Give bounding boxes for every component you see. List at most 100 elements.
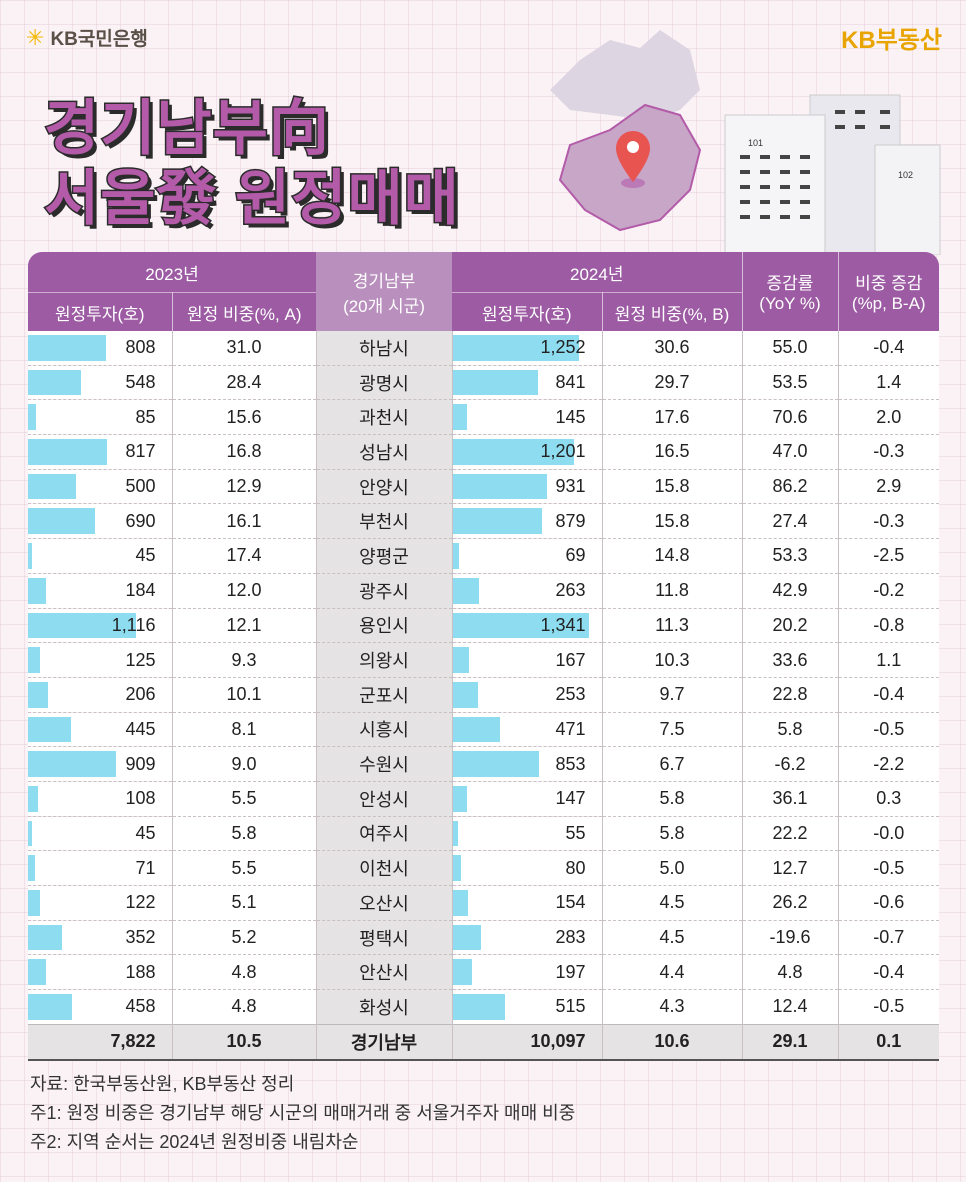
table-row: 352 5.2 평택시 283 4.5 -19.6 -0.7: [28, 920, 939, 956]
share-2023-cell: 28.4: [171, 365, 316, 401]
invest-2023-cell: 125: [28, 642, 172, 678]
kb-realestate-logo: KB부동산: [841, 27, 942, 54]
invest-2024-bar: [452, 612, 589, 639]
yoy-cell: 22.2: [741, 816, 838, 852]
yoy-cell: 4.8: [741, 954, 838, 991]
share-2023-cell: 12.0: [171, 573, 316, 609]
region-cell: 시흥시: [315, 712, 452, 748]
total-share-2024: 10.6: [601, 1023, 742, 1061]
invest-2023-cell: 188: [28, 954, 172, 991]
share-diff-cell: 1.4: [837, 365, 939, 401]
share-2024-cell: 5.8: [601, 816, 742, 852]
share-2024-cell: 17.6: [601, 399, 742, 436]
total-yoy: 29.1: [741, 1023, 838, 1061]
share-diff-cell: 2.0: [837, 399, 939, 436]
share-2024-cell: 15.8: [601, 469, 742, 505]
region-cell: 안성시: [315, 781, 452, 817]
table-row: 108 5.5 안성시 147 5.8 36.1 0.3: [28, 781, 939, 817]
table-row: 817 16.8 성남시 1,201 16.5 47.0 -0.3: [28, 434, 939, 470]
total-region: 경기남부: [315, 1023, 452, 1061]
invest-2024-cell: 471: [451, 712, 602, 748]
region-cell: 의왕시: [315, 642, 452, 678]
share-2023-cell: 12.9: [171, 469, 316, 505]
region-cell: 안양시: [315, 469, 452, 505]
yoy-cell: 53.3: [741, 538, 838, 574]
share-2024-cell: 11.8: [601, 573, 742, 609]
header-share-2023: 원정 비중(%, A): [171, 292, 316, 331]
share-2024-cell: 5.0: [601, 850, 742, 886]
share-2024-cell: 7.5: [601, 712, 742, 748]
region-cell: 안산시: [315, 954, 452, 991]
share-2024-cell: 11.3: [601, 608, 742, 644]
apartment-buildings-icon: 101 102: [724, 94, 941, 255]
invest-2023-cell: 690: [28, 503, 172, 540]
invest-2024-cell: 1,252: [451, 331, 602, 366]
share-diff-cell: -0.3: [837, 503, 939, 540]
table-row: 125 9.3 의왕시 167 10.3 33.6 1.1: [28, 642, 939, 678]
yoy-cell: 86.2: [741, 469, 838, 505]
invest-2023-bar: [28, 681, 48, 708]
invest-2024-bar: [452, 820, 459, 847]
share-2024-cell: 16.5: [601, 434, 742, 470]
invest-2024-cell: 80: [451, 850, 602, 886]
yoy-cell: 42.9: [741, 573, 838, 609]
invest-2023-bar: [28, 508, 95, 535]
invest-2023-bar: [28, 716, 72, 743]
invest-2024-cell: 879: [451, 503, 602, 540]
total-invest-2024: 10,097: [451, 1023, 602, 1061]
invest-2023-cell: 45: [28, 816, 172, 852]
invest-2024-bar: [452, 890, 469, 916]
table-row: 690 16.1 부천시 879 15.8 27.4 -0.3: [28, 503, 939, 540]
header-2024: 2024년: [452, 252, 742, 293]
header-share-diff: 비중 증감 (%p, B-A): [837, 252, 939, 331]
share-2024-cell: 30.6: [601, 331, 742, 366]
invest-2023-cell: 206: [28, 677, 172, 713]
region-cell: 성남시: [315, 434, 452, 470]
share-2023-cell: 5.5: [171, 850, 316, 886]
invest-2023-cell: 808: [28, 331, 172, 366]
share-2023-cell: 15.6: [171, 399, 316, 436]
share-diff-cell: -0.8: [837, 608, 939, 644]
invest-2024-cell: 841: [451, 365, 602, 401]
table-row: 206 10.1 군포시 253 9.7 22.8 -0.4: [28, 677, 939, 713]
region-cell: 화성시: [315, 989, 452, 1025]
invest-2024-bar: [452, 508, 542, 535]
share-2024-cell: 15.8: [601, 503, 742, 540]
invest-2023-bar: [28, 335, 107, 361]
total-share-diff: 0.1: [837, 1023, 939, 1061]
header-region: 경기남부 (20개 시군): [316, 252, 452, 331]
invest-2023-cell: 909: [28, 746, 172, 782]
invest-2023-bar: [28, 577, 46, 604]
invest-2024-cell: 853: [451, 746, 602, 782]
region-cell: 부천시: [315, 503, 452, 540]
total-row: 7,822 10.5 경기남부 10,097 10.6 29.1 0.1: [28, 1023, 939, 1061]
region-map-icon: [550, 30, 702, 232]
share-diff-cell: -0.2: [837, 573, 939, 609]
invest-2024-cell: 154: [451, 885, 602, 921]
share-2023-cell: 8.1: [171, 712, 316, 748]
share-2024-cell: 4.4: [601, 954, 742, 991]
header-2023: 2023년: [28, 252, 316, 293]
invest-2024-bar: [452, 543, 460, 569]
invest-2023-bar: [28, 890, 40, 916]
yoy-cell: 70.6: [741, 399, 838, 436]
footnotes: 자료: 한국부동산원, KB부동산 정리 주1: 원정 비중은 경기남부 해당 …: [30, 1070, 575, 1157]
invest-2024-bar: [452, 785, 468, 812]
share-2023-cell: 17.4: [171, 538, 316, 574]
share-2023-cell: 12.1: [171, 608, 316, 644]
invest-2023-bar: [28, 785, 39, 812]
share-2024-cell: 4.5: [601, 885, 742, 921]
region-cell: 광명시: [315, 365, 452, 401]
invest-2024-cell: 515: [451, 989, 602, 1025]
note-2: 주2: 지역 순서는 2024년 원정비중 내림차순: [30, 1132, 359, 1152]
table-row: 445 8.1 시흥시 471 7.5 5.8 -0.5: [28, 712, 939, 748]
yoy-cell: 20.2: [741, 608, 838, 644]
total-share-2023: 10.5: [171, 1023, 316, 1061]
share-2024-cell: 6.7: [601, 746, 742, 782]
invest-2024-bar: [452, 473, 547, 500]
kb-bank-logo: ✳ KB국민은행: [26, 24, 148, 51]
share-2023-cell: 5.2: [171, 920, 316, 956]
invest-2023-bar: [28, 612, 137, 639]
table-row: 85 15.6 과천시 145 17.6 70.6 2.0: [28, 399, 939, 436]
data-table: 2023년 경기남부 (20개 시군) 2024년 증감률 (YoY %) 비중 증…: [28, 252, 939, 1061]
